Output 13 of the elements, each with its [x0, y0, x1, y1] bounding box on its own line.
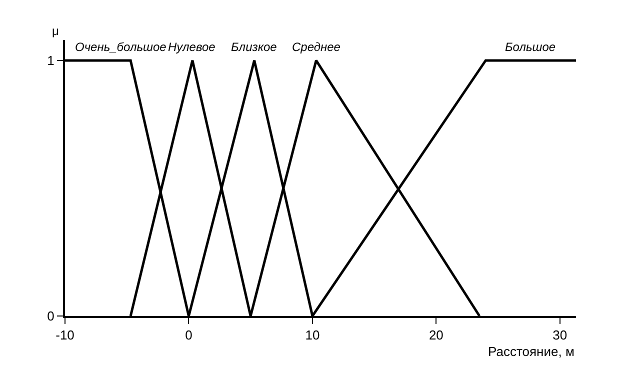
x-tick-label: 10: [305, 328, 320, 343]
series-label: Очень_большое: [75, 40, 167, 54]
x-axis-title: Расстояние, м: [488, 344, 574, 359]
series-label: Большое: [505, 40, 556, 54]
x-tick-label: 30: [552, 328, 568, 343]
x-tick-label: -10: [56, 328, 74, 343]
series-label: Близкое: [231, 40, 278, 54]
series-label: Среднее: [292, 40, 341, 54]
y-tick-label: 1: [47, 52, 54, 68]
series-label: Нулевое: [168, 40, 216, 54]
y-axis-title: μ: [52, 24, 59, 38]
x-tick-label: 0: [185, 328, 192, 343]
x-tick-label: 20: [428, 328, 444, 343]
